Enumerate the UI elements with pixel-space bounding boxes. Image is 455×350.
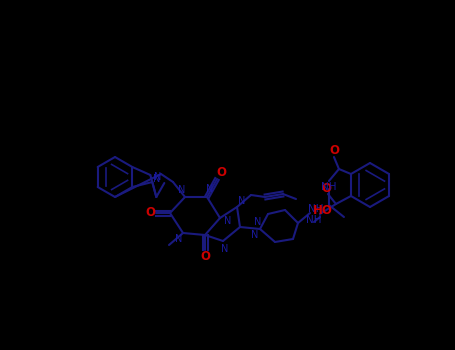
Text: O: O	[216, 167, 226, 180]
Text: N: N	[175, 234, 183, 244]
Text: N: N	[238, 196, 246, 206]
Text: N: N	[251, 230, 259, 240]
Text: NH: NH	[306, 215, 322, 225]
Text: N: N	[254, 217, 262, 227]
Text: N: N	[152, 174, 160, 184]
Text: O: O	[145, 206, 155, 219]
Text: N: N	[154, 172, 161, 182]
Text: N: N	[178, 185, 186, 195]
Text: O: O	[321, 182, 331, 195]
Text: NH: NH	[308, 204, 324, 214]
Text: N: N	[206, 184, 214, 194]
Text: HO: HO	[313, 204, 333, 217]
Text: O: O	[329, 145, 339, 158]
Text: N: N	[224, 216, 232, 226]
Text: N: N	[221, 244, 229, 254]
Text: NH: NH	[321, 182, 337, 192]
Text: O: O	[200, 251, 210, 264]
